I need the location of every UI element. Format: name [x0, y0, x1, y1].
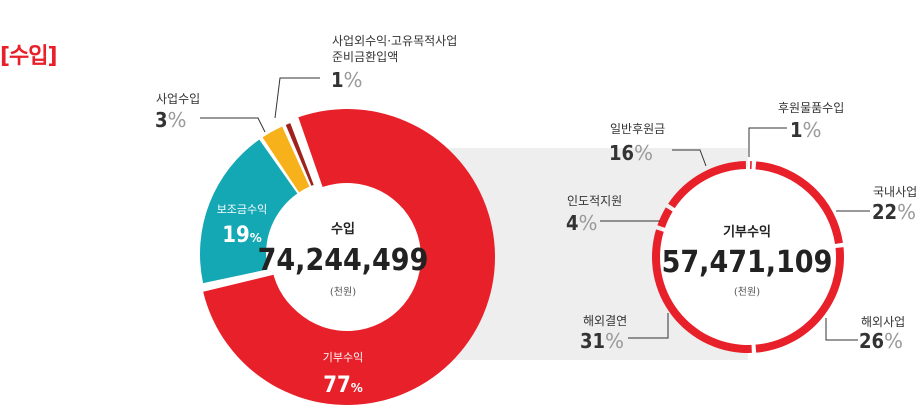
slice-label-business: 사업수입 — [156, 92, 200, 106]
ring-value-domestic: 22% — [872, 200, 916, 224]
ring-value-overseas-sponsor-num: 31 — [580, 329, 605, 353]
ring-value-humanitarian-num: 4 — [566, 211, 579, 235]
percent-sign: % — [351, 381, 363, 395]
percent-sign: % — [579, 211, 598, 235]
ring-slice-일반후원금 — [668, 161, 747, 209]
income-center-unit: (천원) — [330, 286, 356, 298]
slice-value-donation: 77% — [323, 373, 363, 398]
ring-slice-후원물품수입 — [749, 161, 752, 170]
percent-sign: % — [168, 108, 187, 132]
percent-sign: % — [344, 68, 363, 92]
ring-label-general: 일반후원금 — [610, 122, 665, 136]
donation-ring — [652, 161, 844, 353]
slice-label-subsidy: 보조금수익 — [217, 203, 268, 216]
leader-line-overseas — [825, 318, 858, 341]
slice-value-subsidy: 19% — [222, 223, 262, 248]
leader-line-general — [672, 149, 707, 167]
slice-value-nonbusiness-num: 1 — [331, 68, 344, 92]
leader-line-overseas-sponsor — [628, 313, 669, 339]
income-donut — [200, 109, 495, 405]
income-center-value: 74,244,499 — [258, 243, 429, 278]
percent-sign: % — [634, 141, 653, 165]
ring-label-overseas-sponsor: 해외결연 — [583, 314, 627, 328]
percent-sign: % — [897, 200, 916, 224]
ring-value-overseas: 26% — [859, 329, 903, 353]
percent-sign: % — [803, 118, 822, 142]
income-donut-hole — [271, 184, 415, 328]
section-title: [수입] — [0, 44, 58, 69]
slice-value-subsidy-num: 19 — [222, 223, 250, 248]
ring-value-humanitarian: 4% — [566, 211, 598, 235]
ring-label-goods: 후원물품수입 — [778, 101, 844, 115]
slice-label-nonbusiness-line1: 사업외수익·고유목적사업 — [332, 34, 457, 48]
donation-center-title: 기부수익 — [723, 224, 771, 240]
ring-label-domestic: 국내사업 — [873, 185, 917, 199]
donation-center-unit: (천원) — [734, 286, 760, 298]
leader-line-goods — [748, 127, 787, 157]
ring-value-goods: 1% — [790, 118, 822, 142]
donation-ring-bg — [658, 167, 838, 347]
slice-value-business-num: 3 — [155, 108, 168, 132]
donut-slice-보조금수익 — [200, 139, 298, 284]
ring-value-goods-num: 1 — [790, 118, 803, 142]
ring-value-overseas-num: 26 — [859, 329, 884, 353]
donation-center-value: 57,471,109 — [662, 245, 833, 280]
ring-value-general-num: 16 — [609, 141, 634, 165]
ring-value-overseas-sponsor: 31% — [580, 329, 624, 353]
ring-value-general: 16% — [609, 141, 653, 165]
donut-slice-사업외수익-고유목적사업-준비금환입액 — [285, 123, 314, 186]
ring-slice-해외사업 — [755, 247, 844, 353]
leader-line-nonbusiness — [274, 77, 320, 119]
slice-value-donation-num: 77 — [323, 373, 351, 398]
connector-band — [420, 148, 748, 360]
donut-slice-기부수익 — [203, 109, 495, 405]
ring-slice-인도적지원 — [657, 207, 673, 228]
ring-value-domestic-num: 22 — [872, 200, 897, 224]
income-center-title: 수입 — [331, 222, 355, 237]
ring-label-overseas: 해외사업 — [861, 315, 905, 329]
ring-label-humanitarian: 인도적지원 — [567, 194, 622, 208]
percent-sign: % — [605, 329, 624, 353]
percent-sign: % — [250, 231, 262, 245]
slice-label-donation: 기부수익 — [323, 351, 363, 364]
donut-slice-사업수입 — [262, 126, 310, 193]
slice-value-nonbusiness: 1% — [331, 68, 363, 92]
slice-value-business: 3% — [155, 108, 187, 132]
slice-label-nonbusiness-line2: 준비금환입액 — [332, 50, 398, 64]
ring-slice-국내사업 — [755, 161, 843, 244]
percent-sign: % — [884, 329, 903, 353]
leader-line-business — [200, 117, 266, 133]
